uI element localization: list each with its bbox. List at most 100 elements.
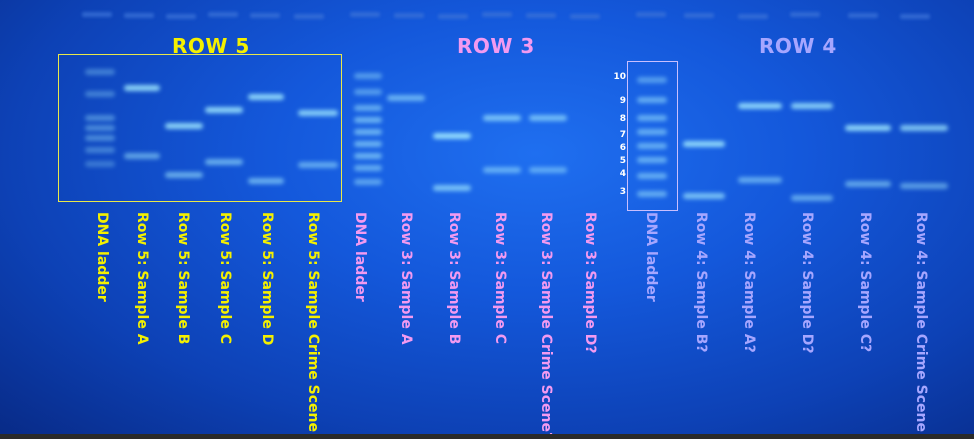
dna-band <box>683 193 725 199</box>
dna-band <box>387 95 425 101</box>
dna-bands <box>85 69 948 201</box>
lane-label-row3-crime-scene: Row 3: Sample Crime Scene? <box>538 212 554 439</box>
dna-band <box>354 73 382 79</box>
dna-band <box>433 185 471 191</box>
gel-well <box>482 12 512 17</box>
gel-well <box>438 14 468 19</box>
gel-well <box>124 13 154 18</box>
dna-band <box>637 129 667 135</box>
dna-band <box>124 153 160 159</box>
dna-band <box>791 195 833 201</box>
dna-band <box>483 167 521 173</box>
dna-band <box>354 179 382 185</box>
gel-well <box>848 13 878 18</box>
lane-label-row3-sample-c: Row 3: Sample C <box>492 212 508 345</box>
dna-band <box>637 77 667 83</box>
row-5-highlight-box <box>58 54 342 202</box>
ladder-size-4: 4 <box>619 169 626 179</box>
lane-label-row3-ladder: DNA ladder <box>352 212 368 302</box>
gel-well <box>166 14 196 19</box>
dna-band <box>85 91 115 97</box>
dna-band <box>354 89 382 95</box>
ladder-size-9: 9 <box>619 96 626 106</box>
dna-band <box>354 105 382 111</box>
dna-band <box>354 129 382 135</box>
dna-band <box>637 157 667 163</box>
dna-band <box>738 177 782 183</box>
dna-band <box>298 110 338 116</box>
gel-well <box>636 12 666 17</box>
lane-label-row3-sample-d: Row 3: Sample D? <box>582 212 598 354</box>
dna-band <box>637 173 667 179</box>
dna-band <box>354 141 382 147</box>
ladder-size-3: 3 <box>619 187 626 197</box>
lane-label-row5-ladder: DNA ladder <box>94 212 110 302</box>
lane-label-row3-sample-a: Row 3: Sample A <box>398 212 414 345</box>
gel-well <box>294 14 324 19</box>
dna-band <box>85 161 115 167</box>
dna-band <box>205 107 243 113</box>
gel-well <box>738 14 768 19</box>
lane-label-row4-sample-a: Row 4: Sample A? <box>741 212 757 353</box>
dna-band <box>85 147 115 153</box>
lane-label-row5-sample-a: Row 5: Sample A <box>134 212 150 345</box>
dna-band <box>683 141 725 147</box>
dna-band <box>165 123 203 129</box>
dna-band <box>433 133 471 139</box>
dna-band <box>354 165 382 171</box>
dna-band <box>900 125 948 131</box>
ladder-size-7: 7 <box>619 130 626 140</box>
lane-label-row5-sample-d: Row 5: Sample D <box>259 212 275 346</box>
gel-well <box>900 14 930 19</box>
dna-band <box>845 125 891 131</box>
gel-well <box>684 13 714 18</box>
gel-well <box>570 14 600 19</box>
dna-band <box>205 159 243 165</box>
ladder-size-5: 5 <box>619 156 626 166</box>
dna-band <box>845 181 891 187</box>
dna-band <box>738 103 782 109</box>
dna-band <box>637 115 667 121</box>
gel-well <box>82 12 112 17</box>
lane-label-row4-sample-c: Row 4: Sample C? <box>857 212 873 353</box>
lane-label-row4-crime-scene: Row 4: Sample Crime Scene <box>913 212 929 433</box>
lane-label-row4-sample-b: Row 4: Sample B? <box>693 212 709 353</box>
gel-well <box>250 13 280 18</box>
dna-band <box>85 115 115 121</box>
gel-well <box>526 13 556 18</box>
dna-band <box>124 85 160 91</box>
bottom-edge <box>0 434 974 439</box>
dna-band <box>85 69 115 75</box>
dna-band <box>248 178 284 184</box>
dna-band <box>483 115 521 121</box>
dna-band <box>529 167 567 173</box>
dna-band <box>637 97 667 103</box>
dna-band <box>165 172 203 178</box>
ladder-size-6: 6 <box>619 143 626 153</box>
row-4-title: ROW 4 <box>759 34 837 58</box>
dna-band <box>354 117 382 123</box>
lane-label-row4-sample-d: Row 4: Sample D? <box>799 212 815 354</box>
dna-band <box>900 183 948 189</box>
gel-well <box>394 13 424 18</box>
dna-band <box>637 191 667 197</box>
lane-label-row5-sample-c: Row 5: Sample C <box>217 212 233 345</box>
dna-band <box>298 162 338 168</box>
gel-well <box>790 12 820 17</box>
lane-label-row5-sample-b: Row 5: Sample B <box>175 212 191 345</box>
lane-label-row3-sample-b: Row 3: Sample B <box>446 212 462 345</box>
lane-label-row4-ladder: DNA ladder <box>643 212 659 302</box>
dna-band <box>637 143 667 149</box>
dna-band <box>791 103 833 109</box>
ladder-size-10: 10 <box>613 72 626 82</box>
dna-band <box>529 115 567 121</box>
dna-band <box>85 135 115 141</box>
dna-band <box>85 125 115 131</box>
gel-well <box>350 12 380 17</box>
ladder-size-8: 8 <box>619 114 626 124</box>
dna-band <box>248 94 284 100</box>
row-3-title: ROW 3 <box>457 34 535 58</box>
ladder-highlight-box <box>627 61 678 211</box>
